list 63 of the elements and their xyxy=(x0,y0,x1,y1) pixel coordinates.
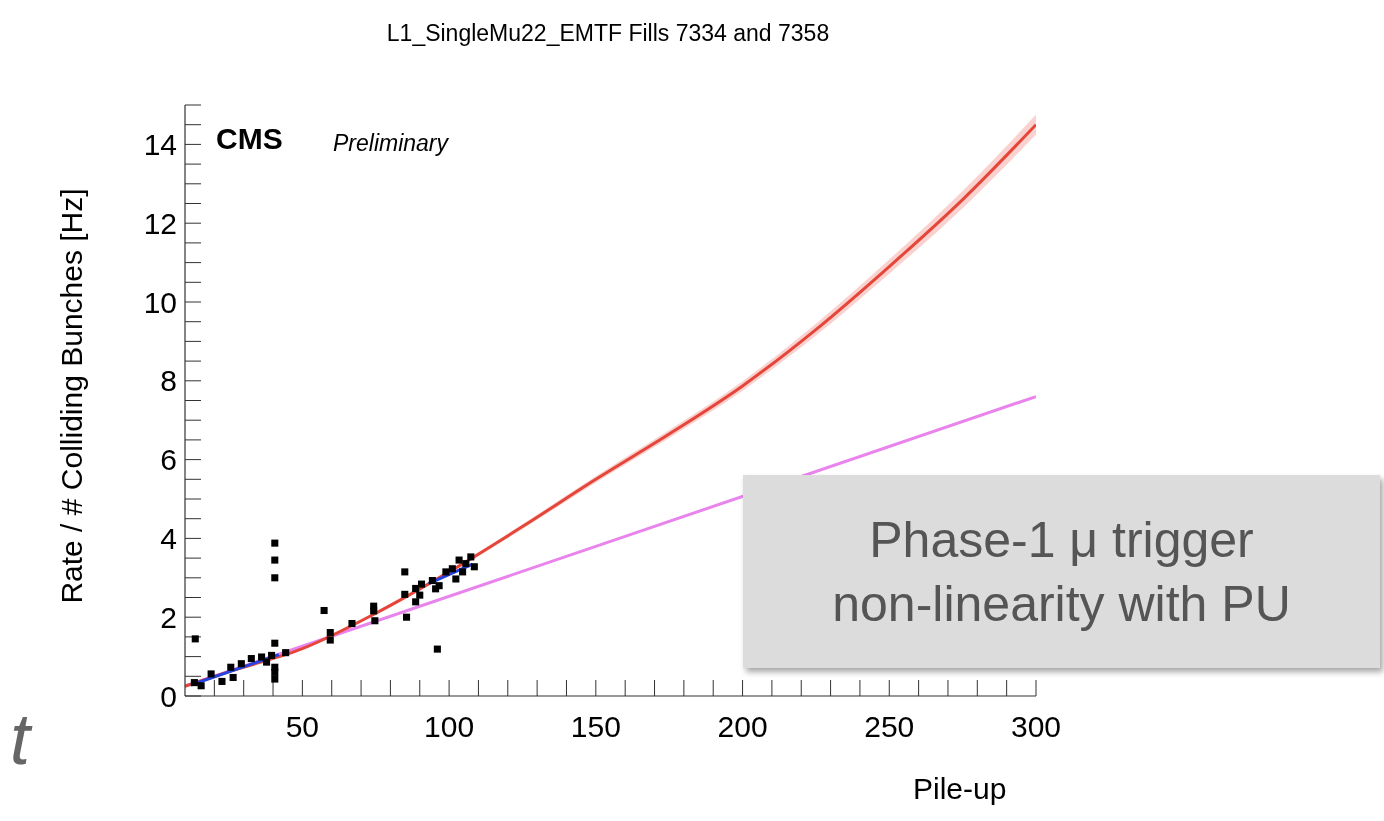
point xyxy=(271,639,279,647)
point xyxy=(271,675,279,683)
point xyxy=(348,619,356,628)
point xyxy=(282,649,290,657)
point xyxy=(247,655,255,663)
y-tick-label: 12 xyxy=(143,206,177,240)
point xyxy=(190,679,198,687)
annotation: Preliminary xyxy=(333,130,449,157)
point xyxy=(462,560,470,568)
point xyxy=(416,591,424,599)
x-tick-label: 100 xyxy=(424,710,475,744)
point xyxy=(401,568,409,576)
point xyxy=(459,568,467,576)
y-tick-label: 10 xyxy=(143,285,177,319)
point xyxy=(448,565,456,573)
point xyxy=(452,575,460,583)
chart-title: L1_SingleMu22_EMTF Fills 7334 and 7358 xyxy=(385,20,831,47)
point xyxy=(370,607,378,615)
point xyxy=(191,635,199,643)
y-tick-label: 6 xyxy=(160,443,177,477)
point xyxy=(271,556,279,564)
point xyxy=(442,568,450,576)
annotation: CMS xyxy=(216,122,283,156)
callout-box: Phase-1 μ trigger non-linearity with PU xyxy=(743,475,1380,668)
point xyxy=(197,682,205,690)
point xyxy=(412,598,420,606)
point xyxy=(207,670,215,678)
y-tick-label: 8 xyxy=(160,364,177,398)
point xyxy=(428,577,436,585)
point xyxy=(401,590,409,598)
y-tick-label: 0 xyxy=(160,679,177,713)
point xyxy=(258,653,266,661)
point xyxy=(326,629,334,637)
point xyxy=(237,660,245,668)
x-tick-label: 150 xyxy=(570,710,621,744)
y-tick-label: 14 xyxy=(143,128,177,162)
point xyxy=(218,677,226,685)
point xyxy=(412,584,420,592)
point xyxy=(326,636,334,644)
point xyxy=(433,645,441,653)
point xyxy=(229,673,237,682)
point xyxy=(227,663,235,671)
x-tick-label: 200 xyxy=(717,710,768,744)
x-axis-title: Pile-up xyxy=(913,772,1007,806)
y-tick-label: 4 xyxy=(160,522,177,556)
point xyxy=(470,563,478,571)
point xyxy=(371,617,379,625)
text: t xyxy=(10,698,31,780)
point xyxy=(268,651,276,659)
point xyxy=(417,580,426,588)
point xyxy=(403,613,411,621)
point xyxy=(320,606,328,615)
y-tick-label: 2 xyxy=(160,600,177,634)
point xyxy=(271,539,279,547)
point xyxy=(271,574,279,582)
point xyxy=(263,658,271,666)
point xyxy=(271,668,279,676)
point xyxy=(455,556,463,564)
x-tick-label: 250 xyxy=(864,710,915,744)
point xyxy=(467,553,475,561)
x-tick-label: 50 xyxy=(285,710,320,744)
y-axis-title: Rate / # Colliding Bunches [Hz] xyxy=(55,188,89,604)
x-tick-label: 300 xyxy=(1010,710,1062,744)
